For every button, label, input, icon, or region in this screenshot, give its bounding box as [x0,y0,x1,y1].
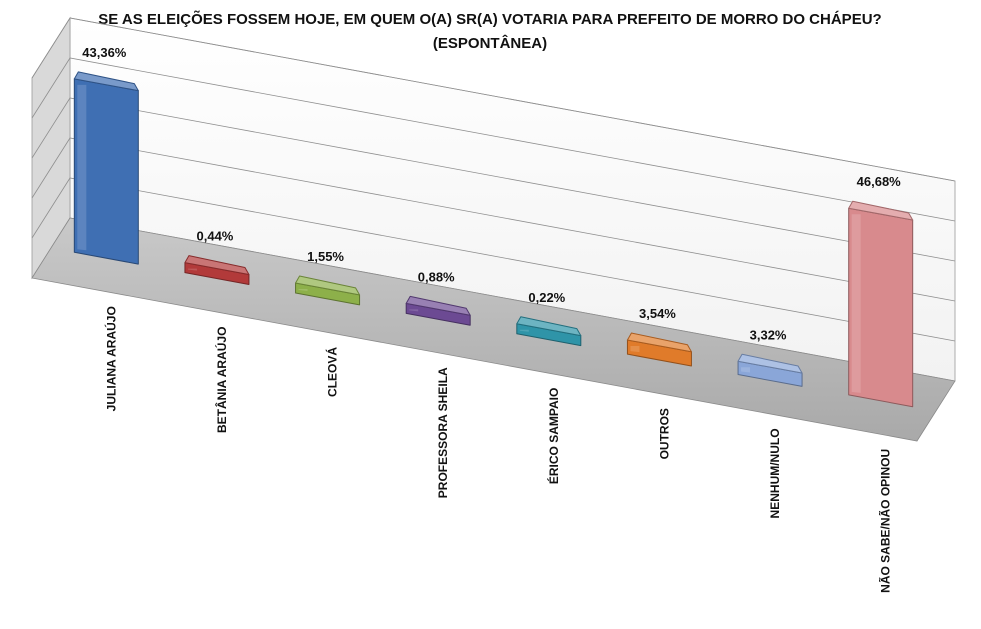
data-label: 43,36% [82,45,127,60]
category-label: NENHUM/NULO [768,428,782,518]
gridline [31,17,956,182]
data-label: 0,44% [197,229,234,244]
bar [73,71,139,265]
category-labels: JULIANA ARAÚJO BETÂNIA ARAÚJO CLEOVÁ PROFES… [103,306,892,593]
data-label: 0,88% [418,269,455,284]
category-label: PROFESSORA SHEILA [436,367,450,498]
chart-walls [31,16,956,442]
category-label: ÉRICO SAMPAIO [546,388,561,484]
gridline [31,137,956,302]
gridlines [31,17,956,342]
bar [184,255,250,285]
data-label: 3,54% [639,306,676,321]
value-labels: 43,36% 0,44% 1,55% 0,88% 0,22% 3,54% 3,32% 46,6… [82,45,901,342]
bar [405,295,471,326]
category-label: CLEOVÁ [325,347,340,397]
bars [73,71,914,408]
bar [737,353,803,387]
gridline [31,57,956,222]
data-label: 0,22% [528,290,565,305]
category-label: JULIANA ARAÚJO [103,306,118,411]
bar [295,275,361,306]
category-label: NÃO SABE/NÃO OPINOU [878,449,893,593]
bar [848,200,914,408]
gridline [31,177,956,342]
data-label: 1,55% [307,249,344,264]
category-label: BETÂNIA ARAÚJO [214,327,229,433]
chart-title: SE AS ELEIÇÕES FOSSEM HOJE, EM QUEM O(A)… [98,11,882,52]
gridline [31,97,956,262]
data-label: 46,68% [857,174,902,189]
bar [516,316,582,347]
category-label: OUTROS [657,408,671,459]
bar [626,332,692,367]
chart-floor [31,217,956,442]
data-label: 3,32% [750,327,787,342]
